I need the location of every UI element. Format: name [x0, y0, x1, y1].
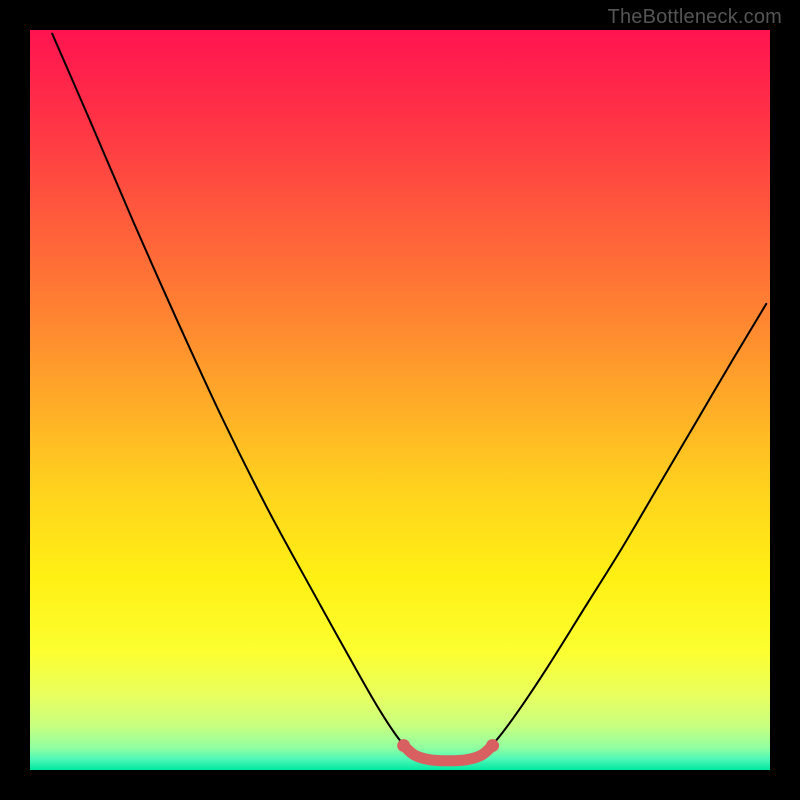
bottleneck-curve-chart: [0, 0, 800, 800]
chart-container: TheBottleneck.com: [0, 0, 800, 800]
valley-marker-endpoint-left: [397, 739, 410, 752]
valley-marker-endpoint-right: [486, 739, 499, 752]
watermark-text: TheBottleneck.com: [608, 6, 782, 29]
plot-background: [30, 30, 770, 770]
